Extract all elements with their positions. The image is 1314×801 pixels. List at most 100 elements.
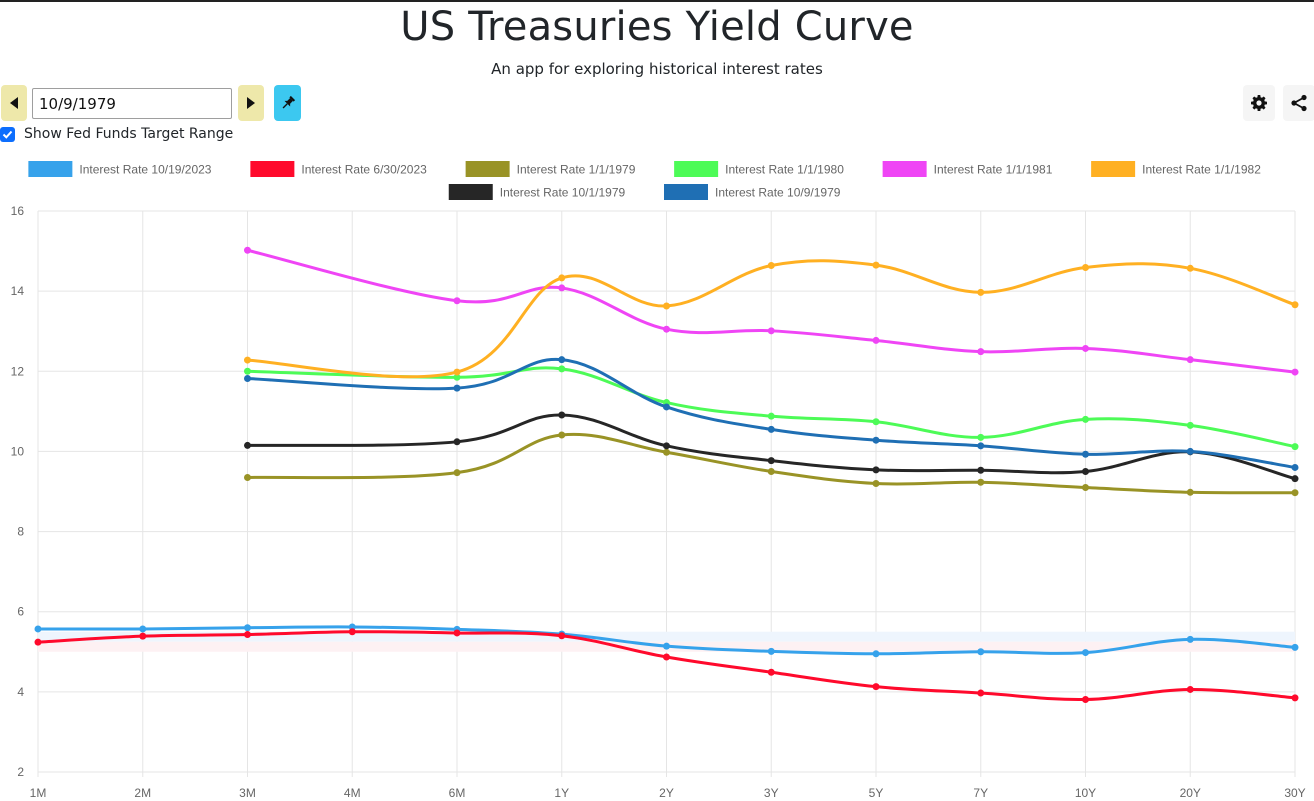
data-point [872, 466, 880, 474]
data-point [1291, 489, 1299, 497]
data-point [977, 348, 985, 356]
series-line [247, 259, 1296, 379]
data-point [1186, 488, 1194, 496]
data-point [348, 628, 356, 636]
y-tick-label: 6 [17, 605, 24, 619]
data-point [244, 246, 251, 254]
data-point [1291, 475, 1299, 483]
data-point [767, 647, 775, 655]
legend-item: Interest Rate 1/1/1980 [674, 161, 844, 177]
legend-item: Interest Rate 10/1/1979 [448, 184, 626, 200]
data-point [139, 632, 147, 640]
x-tick-label: 3M [239, 786, 256, 800]
data-point [1186, 685, 1194, 693]
next-date-button[interactable] [238, 85, 264, 121]
x-tick-label: 2M [134, 786, 151, 800]
data-point [244, 624, 251, 632]
x-tick-label: 3Y [764, 786, 779, 800]
data-point [663, 653, 670, 661]
x-tick-label: 7Y [973, 786, 988, 800]
share-button[interactable] [1283, 85, 1314, 121]
share-icon [1291, 94, 1307, 112]
data-point [767, 668, 775, 676]
x-tick-label: 4M [344, 786, 361, 800]
pin-icon [282, 95, 295, 109]
data-point [1082, 695, 1089, 703]
legend-item: Interest Rate 10/19/2023 [28, 161, 212, 177]
x-axis-ticks: 1M 2M 3M 4M 6M 1Y 2Y 3Y 5Y 7Y 10Y 20Y 30Y [30, 786, 1306, 800]
data-point [34, 625, 42, 633]
data-point [1291, 463, 1299, 471]
data-point [558, 274, 566, 282]
data-point [1291, 443, 1299, 451]
legend-label: Interest Rate 6/30/2023 [301, 163, 427, 177]
data-point [1291, 368, 1299, 376]
x-tick-label: 20Y [1180, 786, 1201, 800]
series-line [247, 432, 1296, 495]
data-point [453, 368, 461, 376]
legend-swatch [882, 161, 927, 177]
legend-label: Interest Rate 10/1/1979 [500, 186, 626, 200]
data-point [1186, 264, 1194, 272]
legend-swatch [1091, 161, 1136, 177]
y-tick-label: 14 [11, 284, 25, 298]
fed-funds-band [38, 631, 1295, 642]
legend-swatch [674, 161, 719, 177]
data-point [977, 478, 985, 486]
data-point [558, 632, 566, 640]
data-point [453, 629, 461, 637]
legend-item: Interest Rate 1/1/1979 [465, 161, 636, 177]
data-point [1082, 344, 1089, 352]
caret-left-icon [10, 97, 18, 109]
fed-funds-toggle[interactable]: Show Fed Funds Target Range [0, 126, 233, 142]
checkmark-icon [2, 130, 13, 139]
data-point [872, 683, 880, 691]
caret-right-icon [247, 97, 255, 109]
legend-label: Interest Rate 10/9/1979 [715, 186, 841, 200]
data-point [1186, 447, 1194, 455]
data-point [872, 418, 880, 426]
data-point [1082, 415, 1089, 423]
data-point [348, 623, 356, 631]
data-point [453, 297, 461, 305]
series-line [247, 413, 1296, 481]
legend-item: Interest Rate 1/1/1981 [882, 161, 1053, 177]
data-point [977, 648, 985, 656]
legend-item: Interest Rate 6/30/2023 [250, 161, 427, 177]
x-tick-label: 2Y [659, 786, 674, 800]
data-point [872, 479, 880, 487]
date-input[interactable] [32, 88, 232, 119]
data-point [244, 367, 251, 375]
data-point [767, 467, 775, 475]
data-point [558, 431, 566, 439]
data-point [663, 403, 670, 411]
pin-button[interactable] [274, 85, 301, 121]
legend-item: Interest Rate 1/1/1982 [1091, 161, 1261, 177]
data-point [767, 457, 775, 465]
top-border [0, 0, 1314, 2]
data-point [977, 433, 985, 441]
chart-legend: Interest Rate 10/19/2023 Interest Rate 6/… [28, 161, 1261, 200]
data-point [977, 466, 985, 474]
fed-funds-checkbox[interactable] [0, 126, 15, 142]
series-1 [34, 628, 1299, 703]
legend-label: Interest Rate 1/1/1979 [517, 163, 636, 177]
data-point [663, 325, 670, 333]
data-point [872, 261, 880, 269]
data-point [34, 638, 42, 646]
previous-date-button[interactable] [1, 85, 27, 121]
data-point [977, 442, 985, 450]
data-point [767, 412, 775, 420]
data-point [872, 436, 880, 444]
data-point [1082, 649, 1089, 657]
legend-label: Interest Rate 1/1/1980 [725, 163, 844, 177]
series-5 [244, 259, 1299, 379]
page-subtitle: An app for exploring historical interest… [491, 60, 823, 78]
data-point [872, 650, 880, 658]
settings-button[interactable] [1243, 85, 1275, 121]
data-point [767, 327, 775, 335]
series-4 [244, 246, 1299, 376]
data-point [558, 411, 566, 419]
data-point [453, 384, 461, 392]
data-point [244, 356, 251, 364]
